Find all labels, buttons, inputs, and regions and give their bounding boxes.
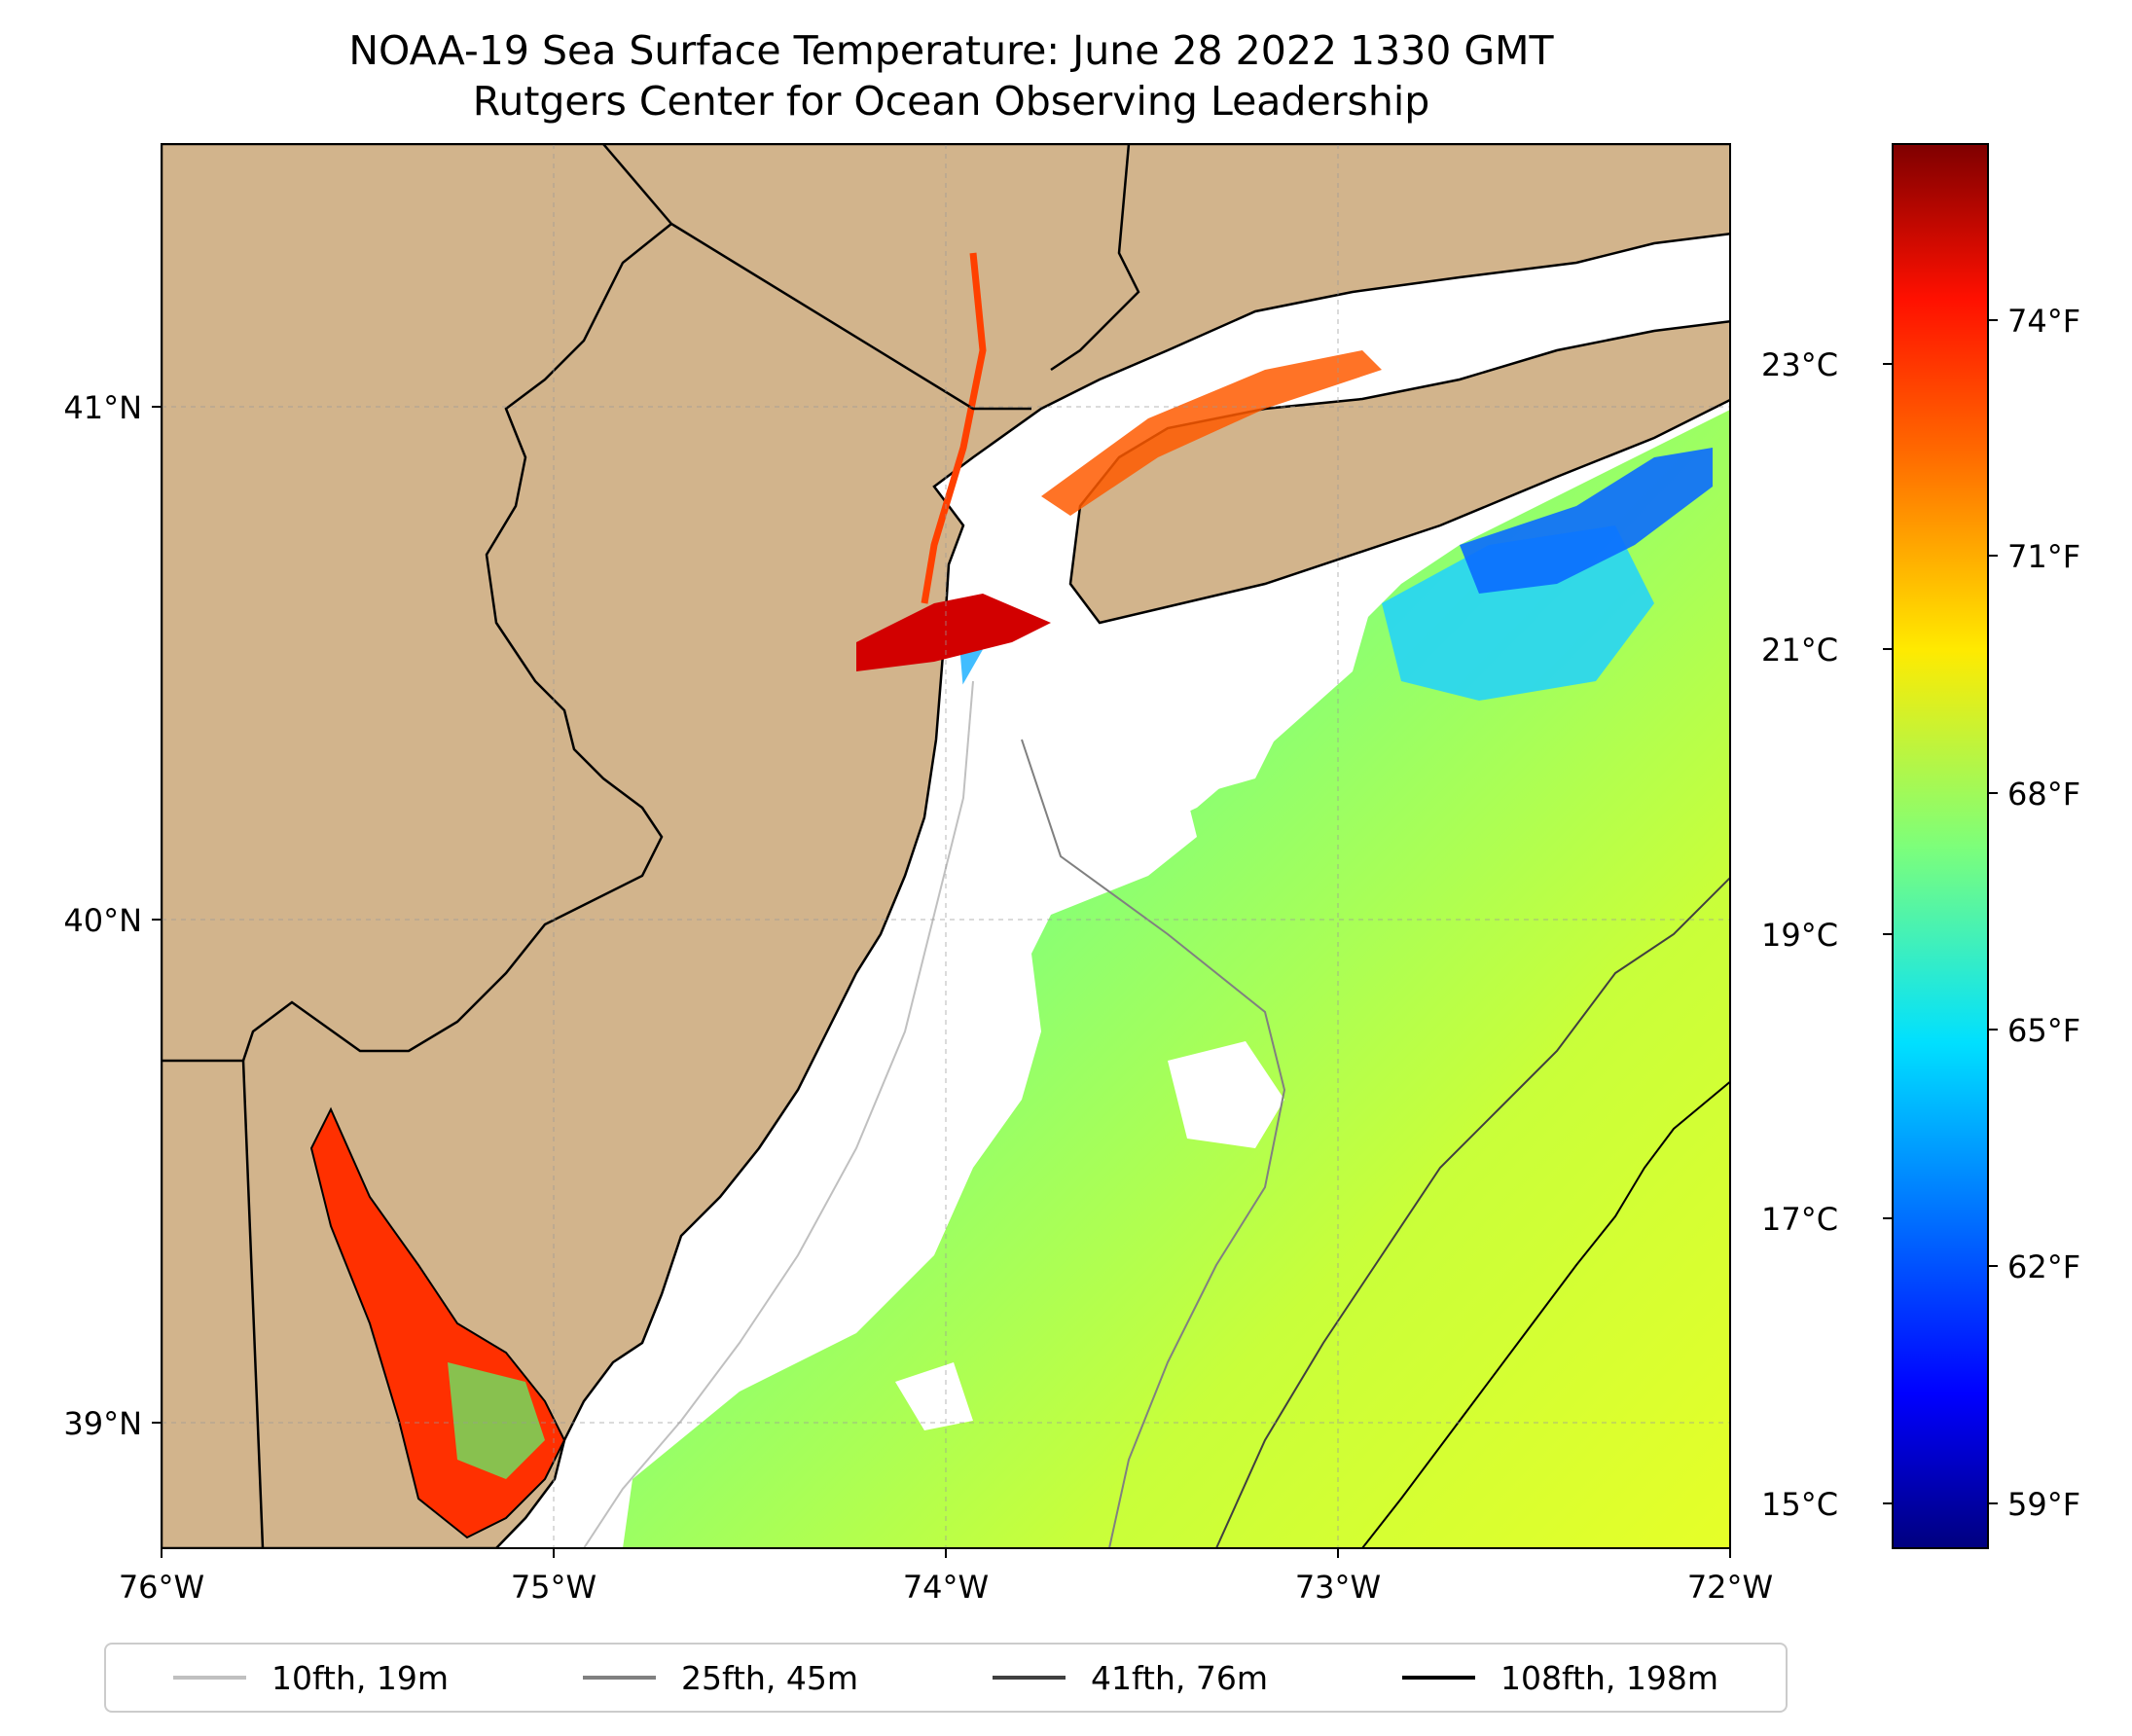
isobath-45m	[1021, 739, 1286, 1548]
state-boundary	[241, 223, 672, 1062]
map-title: NOAA-19 Sea Surface Temperature: June 28…	[348, 27, 1554, 74]
legend-label: 25fth, 45m	[681, 1658, 858, 1697]
lat-tick-label: 40°N	[63, 902, 142, 939]
colorbar-celsius-label: 23°C	[1761, 346, 1839, 383]
isobath-19m	[583, 680, 974, 1548]
colorbar	[1892, 143, 1989, 1549]
state-boundary	[162, 1059, 265, 1548]
state-boundary	[1050, 144, 1140, 372]
lon-tick-label: 76°W	[118, 1569, 205, 1606]
li-sound-sst	[1041, 350, 1382, 516]
legend-line-swatch	[993, 1676, 1066, 1680]
colorbar-celsius-label: 15°C	[1761, 1486, 1839, 1523]
lon-tick-label: 73°W	[1294, 1569, 1382, 1606]
lat-tick-label: 39°N	[63, 1405, 142, 1442]
raritan-sst	[856, 594, 1051, 671]
legend-line-swatch	[173, 1676, 246, 1680]
state-boundary	[670, 222, 1031, 411]
colorbar-fahrenheit-label: 74°F	[2007, 303, 2081, 340]
lat-tick-label: 41°N	[63, 389, 142, 426]
isobath-76m	[1215, 876, 1730, 1548]
axis-ticks	[152, 406, 1731, 1558]
legend-item: 41fth, 76m	[993, 1659, 1268, 1697]
legend-item: 25fth, 45m	[583, 1659, 858, 1697]
hudson-river	[921, 252, 987, 604]
isobath-legend: 10fth, 19m 25fth, 45m 41fth, 76m 108fth,…	[104, 1643, 1788, 1713]
colorbar-fahrenheit-label: 62°F	[2007, 1248, 2081, 1285]
legend-label: 10fth, 19m	[271, 1658, 449, 1697]
cloud-gap	[895, 1362, 973, 1430]
colorbar-celsius-label: 17°C	[1761, 1201, 1839, 1238]
sst-offshore-field	[623, 410, 1730, 1548]
isobath-198m	[1361, 1080, 1730, 1548]
legend-line-swatch	[1402, 1676, 1475, 1680]
cloud-gap	[720, 584, 1372, 1100]
colorbar-fahrenheit-label: 59°F	[2007, 1486, 2081, 1523]
lon-tick-label: 72°W	[1686, 1569, 1774, 1606]
colorbar-ticks	[1883, 319, 1998, 1504]
map-subtitle: Rutgers Center for Ocean Observing Leade…	[472, 78, 1430, 125]
colorbar-fahrenheit-label: 65°F	[2007, 1012, 2081, 1049]
legend-label: 41fth, 76m	[1091, 1658, 1268, 1697]
state-boundary	[602, 144, 672, 225]
cloud-gap	[1168, 1041, 1284, 1148]
colorbar-fahrenheit-label: 68°F	[2007, 776, 2081, 813]
sst-cold-patch	[1460, 448, 1713, 594]
legend-item: 10fth, 19m	[173, 1659, 449, 1697]
gridlines	[162, 144, 1730, 1548]
legend-label: 108fth, 198m	[1500, 1658, 1718, 1697]
colorbar-celsius-label: 19°C	[1761, 917, 1839, 954]
lon-tick-label: 75°W	[510, 1569, 597, 1606]
lon-tick-label: 74°W	[902, 1569, 990, 1606]
legend-line-swatch	[583, 1676, 656, 1680]
delaware-bay-green	[448, 1362, 545, 1479]
legend-item: 108fth, 198m	[1402, 1659, 1718, 1697]
colorbar-fahrenheit-label: 71°F	[2007, 538, 2081, 575]
colorbar-celsius-label: 21°C	[1761, 632, 1839, 669]
